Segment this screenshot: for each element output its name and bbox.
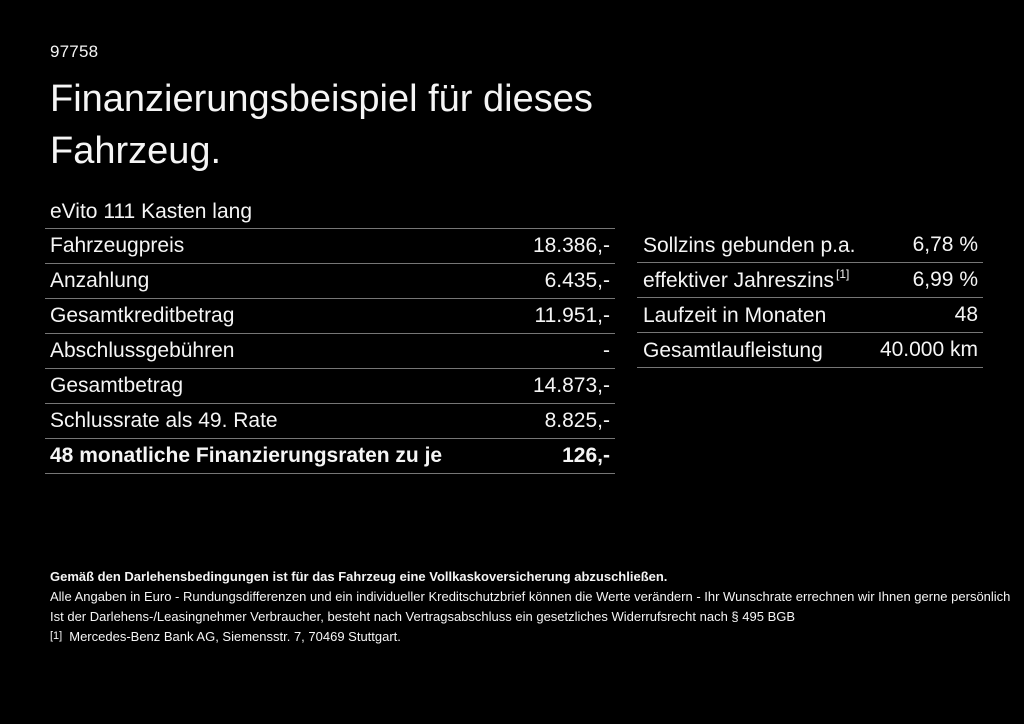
offer-id: 97758 <box>50 42 99 61</box>
row-label: Anzahlung <box>50 269 150 292</box>
footnote-marker: [1] <box>50 630 63 642</box>
insurance-note: Gemäß den Darlehensbedingungen ist für d… <box>50 569 668 584</box>
row-value: 6,99 % <box>912 268 978 291</box>
table-row-monatsrate: 48 monatliche Finanzierungsraten zu je 1… <box>45 439 615 474</box>
row-label: 48 monatliche Finanzierungsraten zu je <box>50 444 443 467</box>
row-value: 48 <box>954 303 978 326</box>
row-value: 8.825,- <box>544 409 610 432</box>
footnote-text: Mercedes-Benz Bank AG, Siemensstr. 7, 70… <box>69 629 401 644</box>
table-row-anzahlung: Anzahlung 6.435,- <box>45 264 615 299</box>
footnote-bank-address: [1] Mercedes-Benz Bank AG, Siemensstr. 7,… <box>50 627 401 648</box>
row-value: 6.435,- <box>544 269 610 292</box>
row-label: Gesamtlaufleistung <box>643 338 823 362</box>
row-label: Abschlussgebühren <box>50 339 235 362</box>
financing-table-right: Sollzins gebunden p.a. 6,78 % effektiver… <box>637 228 983 368</box>
row-label: Gesamtbetrag <box>50 374 184 397</box>
footnote-ref: [1] <box>836 266 850 281</box>
table-row-gesamtkreditbetrag: Gesamtkreditbetrag 11.951,- <box>45 299 615 334</box>
table-row-schlussrate: Schlussrate als 49. Rate 8.825,- <box>45 404 615 439</box>
table-row-laufzeit: Laufzeit in Monaten 48 <box>637 298 983 333</box>
row-label: Schlussrate als 49. Rate <box>50 409 278 432</box>
row-value: 40.000 km <box>879 338 978 361</box>
table-row-abschlussgebuehren: Abschlussgebühren - <box>45 334 615 369</box>
row-value: - <box>603 339 610 362</box>
table-row-gesamtlaufleistung: Gesamtlaufleistung 40.000 km <box>637 333 983 368</box>
disclaimer-line2: Ist der Darlehens-/Leasingnehmer Verbrau… <box>50 609 796 624</box>
row-label: Laufzeit in Monaten <box>643 303 827 327</box>
row-value: 6,78 % <box>912 233 978 256</box>
table-row-sollzins: Sollzins gebunden p.a. 6,78 % <box>637 228 983 263</box>
row-value: 18.386,- <box>532 234 610 257</box>
vehicle-name: eVito 111 Kasten lang <box>50 200 252 223</box>
row-label: Fahrzeugpreis <box>50 234 185 257</box>
row-value: 14.873,- <box>532 374 610 397</box>
row-label: Gesamtkreditbetrag <box>50 304 235 327</box>
page-title-line1: Finanzierungsbeispiel für dieses <box>50 78 593 120</box>
table-row-effektiver-jahreszins: effektiver Jahreszins [1] 6,99 % <box>637 263 983 298</box>
table-row-fahrzeugpreis: Fahrzeugpreis 18.386,- <box>45 229 615 264</box>
row-label: Sollzins gebunden p.a. <box>643 233 856 257</box>
table-row-gesamtbetrag: Gesamtbetrag 14.873,- <box>45 369 615 404</box>
page-title-line2: Fahrzeug. <box>50 130 222 172</box>
row-value: 126,- <box>562 444 610 467</box>
legal-notes: Gemäß den Darlehensbedingungen ist für d… <box>50 567 1010 627</box>
page-title: Finanzierungsbeispiel für dieses Fahrzeug… <box>50 73 593 177</box>
financing-table-left: Fahrzeugpreis 18.386,- Anzahlung 6.435,-… <box>45 228 615 474</box>
row-value: 11.951,- <box>534 304 611 327</box>
disclaimer-line1: Alle Angaben in Euro - Rundungsdifferenz… <box>50 589 1011 604</box>
row-label: effektiver Jahreszins [1] <box>643 266 850 292</box>
